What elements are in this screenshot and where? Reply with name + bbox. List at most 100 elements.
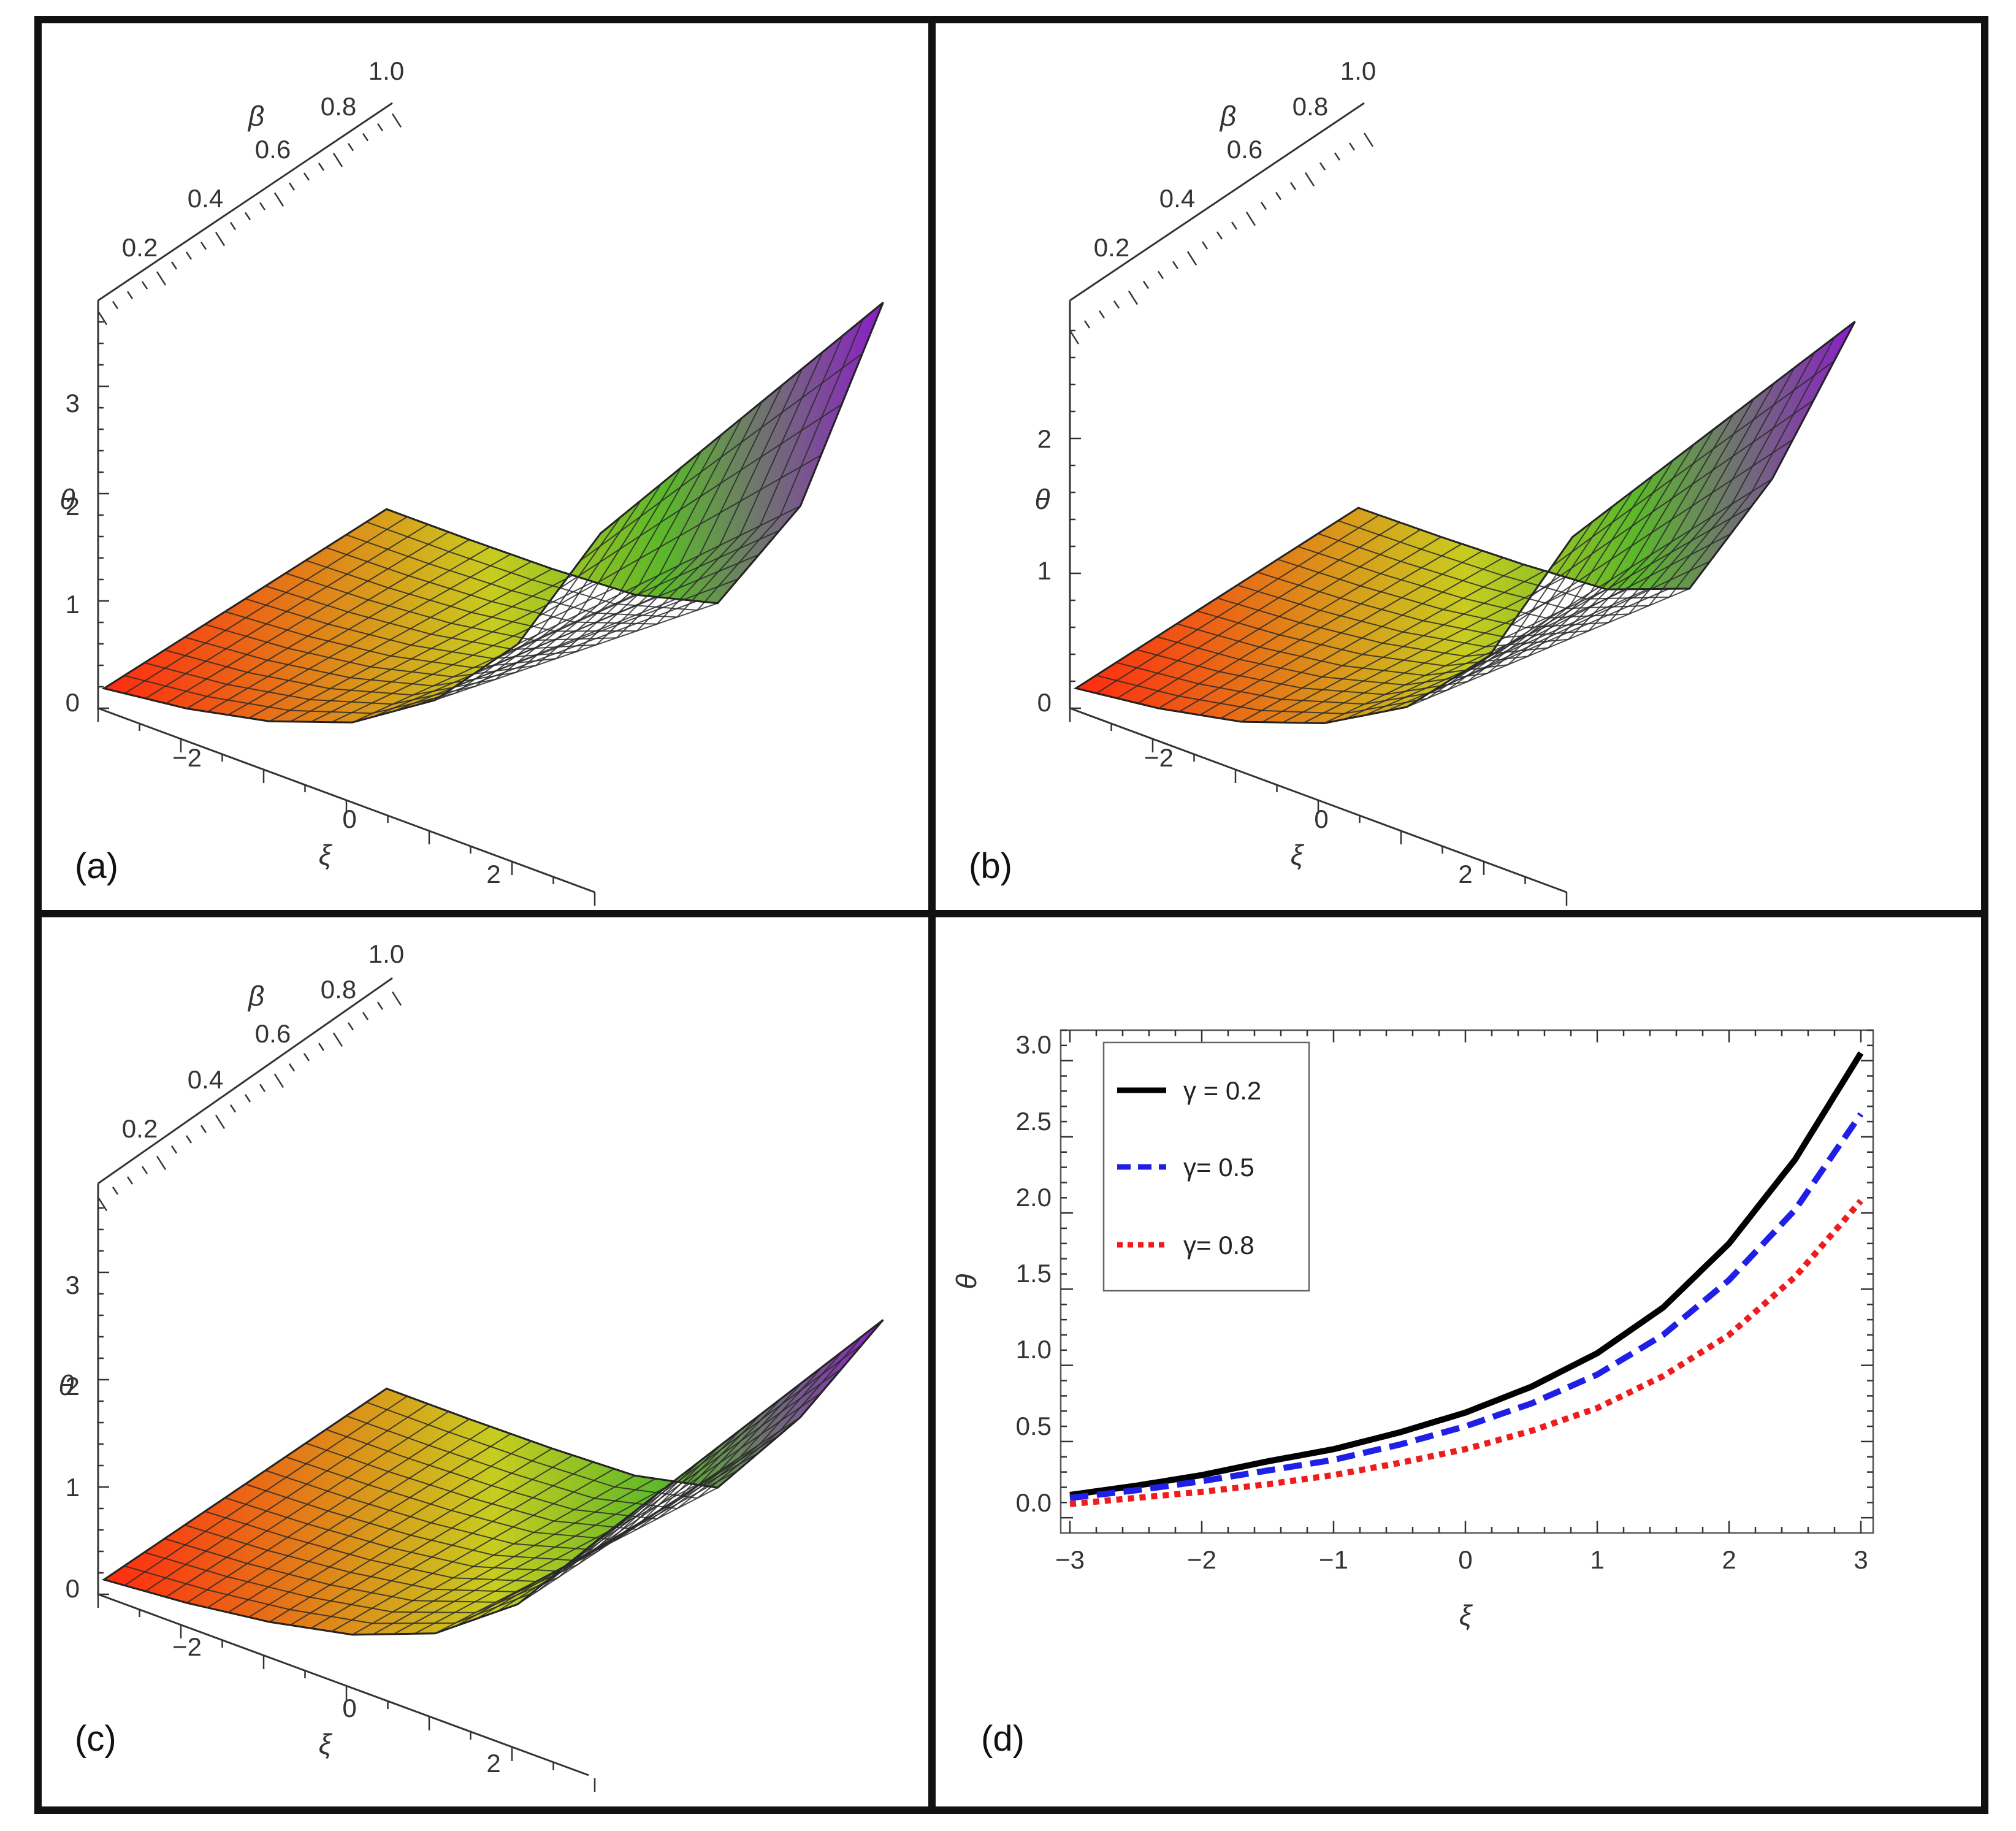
surface-mesh-line <box>104 508 387 689</box>
x-tick-label: 0 <box>342 805 356 833</box>
y-axis-title: θ <box>950 1274 982 1289</box>
y-tick-mark <box>112 1187 119 1195</box>
legend-label: γ= 0.8 <box>1183 1231 1254 1260</box>
y-tick-mark <box>332 153 343 167</box>
surface-mesh-line <box>1427 560 1711 695</box>
surface-mesh-line <box>517 1416 801 1605</box>
surface-mesh-line <box>227 1433 511 1613</box>
surface-mesh-line <box>579 353 863 562</box>
y-tick-label: 0.2 <box>122 1114 158 1143</box>
y-tick-mark <box>200 1125 207 1133</box>
surface-mesh-line <box>248 1440 532 1618</box>
legend-label: γ = 0.2 <box>1183 1076 1261 1105</box>
surface-mesh-line <box>145 1403 429 1592</box>
x-tick-label: 2 <box>1722 1545 1736 1574</box>
surface-c <box>102 1319 884 1636</box>
z-tick-label: 1 <box>66 590 80 619</box>
z-tick-label: 2 <box>66 492 80 521</box>
surface-mesh-line <box>1178 543 1462 713</box>
y-tick-mark <box>273 192 284 207</box>
y-tick-mark <box>318 162 325 171</box>
surface-mesh-line <box>600 1319 884 1539</box>
surface-mesh-line <box>1489 478 1773 656</box>
y-tick-mark <box>141 281 148 289</box>
surface-mesh-line <box>1365 588 1649 716</box>
surface-mesh-line <box>414 1484 698 1635</box>
surface-mesh-line <box>1075 507 1359 689</box>
y-tick-mark <box>1157 270 1164 280</box>
surface-mesh-line <box>186 539 470 709</box>
y-tick-label: 0.2 <box>1094 233 1129 262</box>
surface-mesh-line <box>1261 570 1545 723</box>
surface-mesh-line <box>435 602 718 701</box>
axis-box-b <box>1069 102 1567 893</box>
panel-d: 0.0 0.5 1.0 1.5 2.0 2.5 3.0 θ −3 −2 −1 0… <box>950 1029 1874 1759</box>
z-tick-label: 0 <box>66 1574 80 1603</box>
x-axis-a: −2 0 2 ξ <box>172 743 501 889</box>
surface-mesh-line <box>1344 588 1628 720</box>
surface-mesh-line <box>1241 564 1524 722</box>
series-group-d <box>1069 1051 1864 1507</box>
z-tick-label: 0 <box>66 688 80 717</box>
y-tick-mark <box>288 182 296 191</box>
y-tick-label: 0.6 <box>255 135 291 164</box>
z-axis-title: θ <box>59 1369 74 1401</box>
x-axis-title: ξ <box>1459 1599 1473 1631</box>
y-tick-mark <box>1069 330 1080 345</box>
y-tick-mark <box>1363 132 1374 147</box>
y-tick-mark <box>347 1022 354 1031</box>
surface-mesh-line <box>1468 505 1752 669</box>
y-tick-mark <box>376 123 384 132</box>
y-tick-mark <box>97 1196 108 1212</box>
series-line-solid <box>1069 1051 1864 1498</box>
z-tick-label: 0 <box>1037 688 1052 717</box>
y-tick-label: 2.5 <box>1016 1107 1052 1136</box>
z-tick-label: 3 <box>66 1271 80 1299</box>
x-axis-d: −3 −2 −1 0 1 2 3 ξ <box>1055 1545 1868 1631</box>
y-tick-mark <box>170 1145 178 1154</box>
y-tick-mark <box>1231 221 1238 230</box>
surface-mesh-line <box>1571 321 1856 538</box>
x-axis-title: ξ <box>319 1728 333 1760</box>
x-tick-label: −2 <box>172 1632 202 1661</box>
y-tick-label: 0.6 <box>1227 135 1262 164</box>
surface-mesh-line <box>559 1368 842 1572</box>
x-tick-label: 2 <box>486 1749 500 1778</box>
surface-mesh-line <box>289 575 573 722</box>
surface-mesh-line <box>124 516 408 694</box>
surface-mesh-line <box>166 531 449 705</box>
panel-c: −2 0 2 ξ 0 1 2 3 θ 0.2 0.4 0.6 0.8 1.0 β… <box>59 939 884 1792</box>
y-tick-mark <box>376 1001 384 1010</box>
surface-mesh-line <box>1510 438 1793 627</box>
y-tick-label: 0.4 <box>188 1065 223 1094</box>
y-tick-label: 0.8 <box>321 975 356 1004</box>
y-tick-mark <box>362 1012 369 1020</box>
x-axis-b: −2 0 2 ξ <box>1144 743 1473 889</box>
panel-label-c: (c) <box>75 1719 116 1759</box>
y-tick-mark <box>362 133 369 142</box>
x-tick-label: −1 <box>1319 1545 1348 1574</box>
y-tick-mark <box>1319 162 1326 170</box>
surface-mesh-line <box>393 598 677 712</box>
y-tick-mark <box>273 1073 284 1088</box>
y-tick-mark <box>97 310 108 326</box>
y-tick-label: 2.0 <box>1016 1183 1052 1212</box>
z-axis-a: 0 1 2 3 θ <box>60 389 80 717</box>
surface-mesh-line <box>269 1448 552 1623</box>
surface-mesh-line <box>538 1392 822 1588</box>
y-tick-label: 1.0 <box>368 56 404 85</box>
y-tick-mark <box>200 242 207 250</box>
y-tick-mark <box>215 232 226 247</box>
y-tick-mark <box>1275 191 1282 201</box>
axis-box-c <box>97 977 589 1776</box>
y-axis-title: β <box>247 980 264 1012</box>
y-tick-mark <box>156 1155 167 1171</box>
surface-mesh-line <box>1448 533 1732 682</box>
y-tick-mark <box>141 1166 148 1174</box>
x-tick-label: 0 <box>342 1694 356 1722</box>
y-axis-title: β <box>1219 100 1236 132</box>
legend-d: γ = 0.2 γ= 0.5 γ= 0.8 <box>1102 1041 1310 1292</box>
y-tick-mark <box>1304 172 1315 187</box>
surface-mesh-line <box>372 1478 656 1635</box>
surface-b <box>1073 321 1856 724</box>
